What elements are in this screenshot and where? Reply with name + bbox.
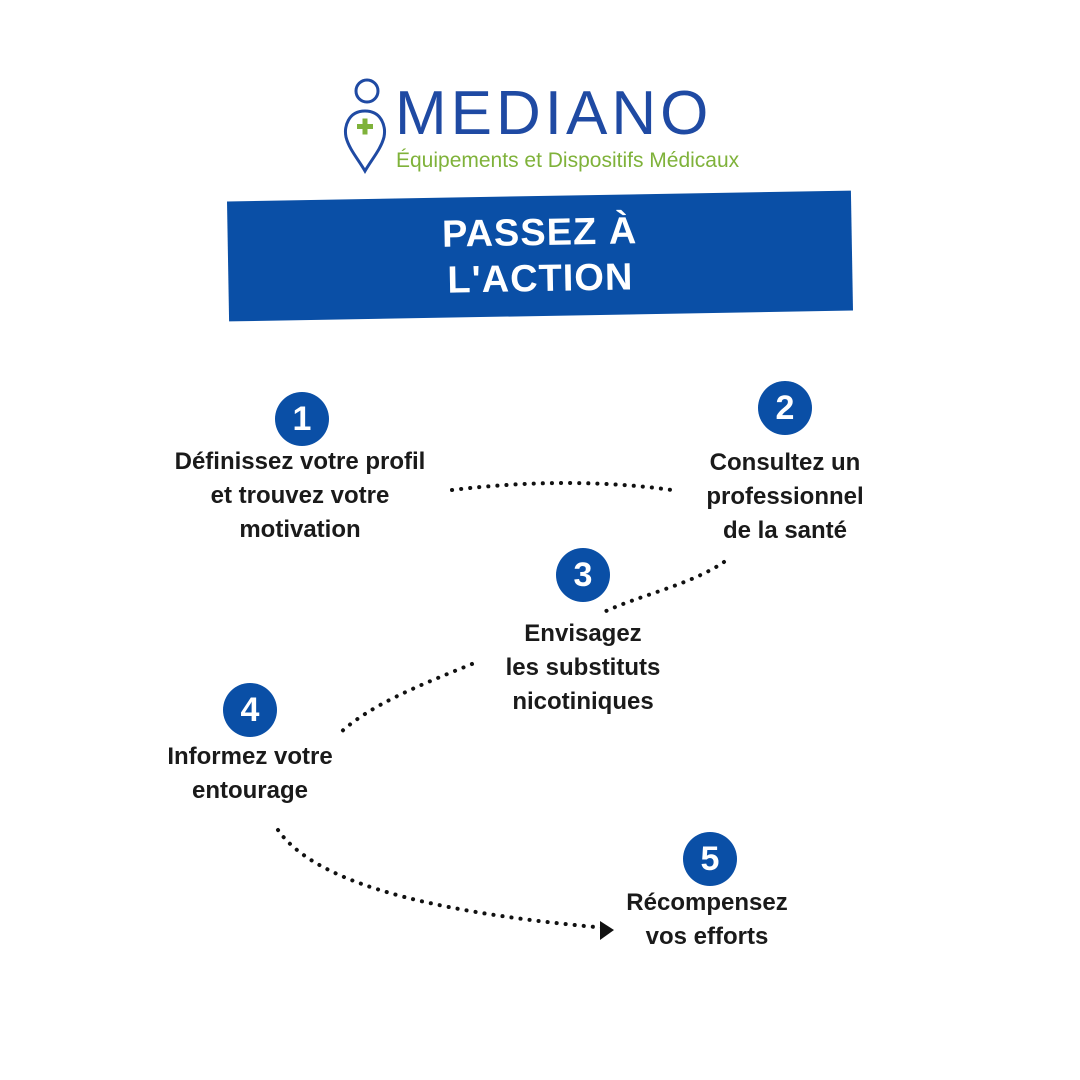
- connector-1-2: [452, 483, 672, 490]
- connector-4-5: [278, 830, 606, 928]
- step-2-line: de la santé: [680, 514, 890, 548]
- step-2-line: professionnel: [680, 480, 890, 514]
- step-5-line: vos efforts: [612, 920, 802, 954]
- step-2-badge: 2: [758, 381, 812, 435]
- step-2-line: Consultez un: [680, 446, 890, 480]
- step-1-text: Définissez votre profil et trouvez votre…: [150, 445, 450, 547]
- step-4-badge: 4: [223, 683, 277, 737]
- step-2-text: Consultez un professionnel de la santé: [680, 446, 890, 548]
- connector-2-3: [604, 562, 724, 612]
- step-3-line: nicotiniques: [482, 685, 684, 719]
- step-3-badge: 3: [556, 548, 610, 602]
- step-4-line: entourage: [145, 774, 355, 808]
- step-3-text: Envisagez les substituts nicotiniques: [482, 617, 684, 719]
- step-3-line: Envisagez: [482, 617, 684, 651]
- step-5-text: Récompensez vos efforts: [612, 886, 802, 954]
- step-1-line: et trouvez votre: [150, 479, 450, 513]
- step-5-line: Récompensez: [612, 886, 802, 920]
- step-1-line: motivation: [150, 513, 450, 547]
- step-1-badge: 1: [275, 392, 329, 446]
- step-3-line: les substituts: [482, 651, 684, 685]
- step-5-badge: 5: [683, 832, 737, 886]
- step-4-line: Informez votre: [145, 740, 355, 774]
- connector-3-4: [340, 664, 472, 733]
- step-1-line: Définissez votre profil: [150, 445, 450, 479]
- step-4-text: Informez votre entourage: [145, 740, 355, 808]
